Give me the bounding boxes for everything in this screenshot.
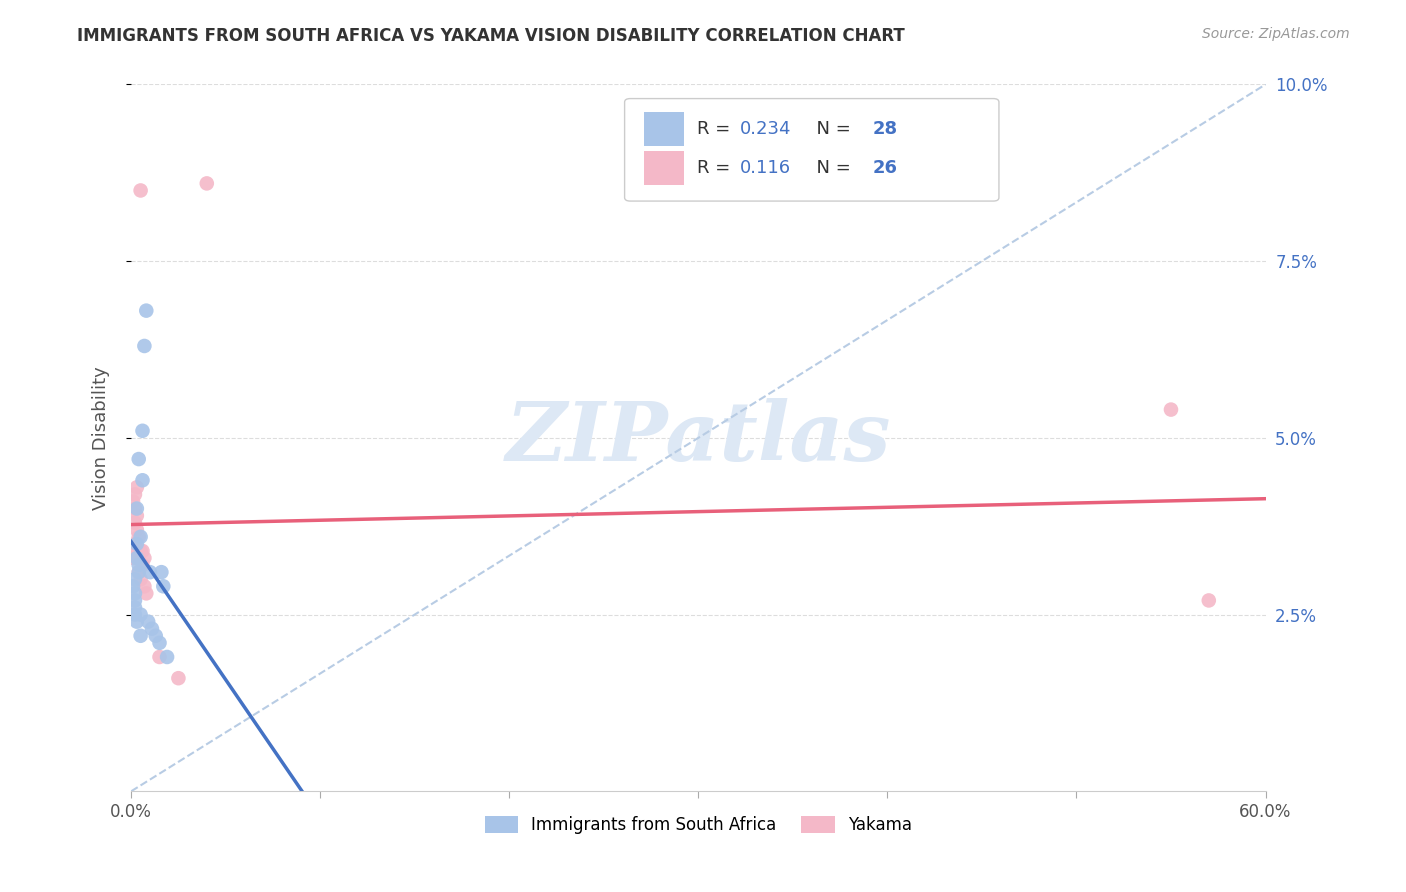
Point: [1160, 402, 1182, 417]
Point: [122, 551, 145, 566]
Text: N =: N =: [806, 120, 856, 138]
Point: [124, 593, 146, 607]
Text: 28: 28: [873, 120, 898, 138]
Point: [129, 572, 152, 586]
Point: [124, 586, 146, 600]
Point: [125, 508, 148, 523]
Point: [128, 565, 150, 579]
Point: [148, 636, 170, 650]
Point: [135, 586, 157, 600]
Point: [128, 452, 150, 467]
Text: 0.234: 0.234: [741, 120, 792, 138]
Point: [1198, 593, 1220, 607]
Point: [156, 650, 179, 665]
Point: [134, 339, 156, 353]
Point: [125, 551, 148, 566]
Point: [131, 473, 153, 487]
Point: [141, 622, 163, 636]
Point: [124, 600, 146, 615]
Point: [125, 615, 148, 629]
Point: [131, 424, 153, 438]
Text: 26: 26: [873, 159, 898, 177]
Text: R =: R =: [697, 120, 737, 138]
Point: [124, 537, 146, 551]
Point: [122, 579, 145, 593]
Y-axis label: Vision Disability: Vision Disability: [93, 366, 110, 509]
Point: [135, 303, 157, 318]
Point: [125, 523, 148, 537]
Point: [131, 558, 153, 573]
Point: [125, 537, 148, 551]
FancyBboxPatch shape: [644, 112, 683, 146]
Text: N =: N =: [806, 159, 856, 177]
FancyBboxPatch shape: [624, 99, 998, 201]
Point: [128, 530, 150, 544]
Point: [129, 544, 152, 558]
Point: [167, 671, 190, 685]
Point: [136, 615, 159, 629]
Point: [150, 565, 173, 579]
Point: [125, 501, 148, 516]
Point: [195, 177, 218, 191]
Point: [131, 544, 153, 558]
Point: [129, 607, 152, 622]
Point: [134, 579, 156, 593]
Text: R =: R =: [697, 159, 742, 177]
Point: [125, 544, 148, 558]
Point: [124, 572, 146, 586]
Point: [148, 650, 170, 665]
Legend: Immigrants from South Africa, Yakama: Immigrants from South Africa, Yakama: [485, 815, 912, 834]
Point: [124, 516, 146, 530]
Point: [128, 565, 150, 579]
Text: IMMIGRANTS FROM SOUTH AFRICA VS YAKAMA VISION DISABILITY CORRELATION CHART: IMMIGRANTS FROM SOUTH AFRICA VS YAKAMA V…: [77, 27, 905, 45]
Text: 0.116: 0.116: [741, 159, 792, 177]
Point: [129, 184, 152, 198]
Point: [124, 501, 146, 516]
Point: [122, 494, 145, 508]
Text: ZIPatlas: ZIPatlas: [506, 398, 891, 478]
Point: [129, 629, 152, 643]
Point: [152, 579, 174, 593]
Text: Source: ZipAtlas.com: Source: ZipAtlas.com: [1202, 27, 1350, 41]
FancyBboxPatch shape: [644, 151, 683, 185]
Point: [124, 487, 146, 501]
Point: [134, 551, 156, 566]
Point: [129, 530, 152, 544]
Point: [125, 480, 148, 494]
Point: [124, 607, 146, 622]
Point: [139, 565, 162, 579]
Point: [145, 629, 167, 643]
Point: [128, 551, 150, 566]
Point: [128, 558, 150, 573]
